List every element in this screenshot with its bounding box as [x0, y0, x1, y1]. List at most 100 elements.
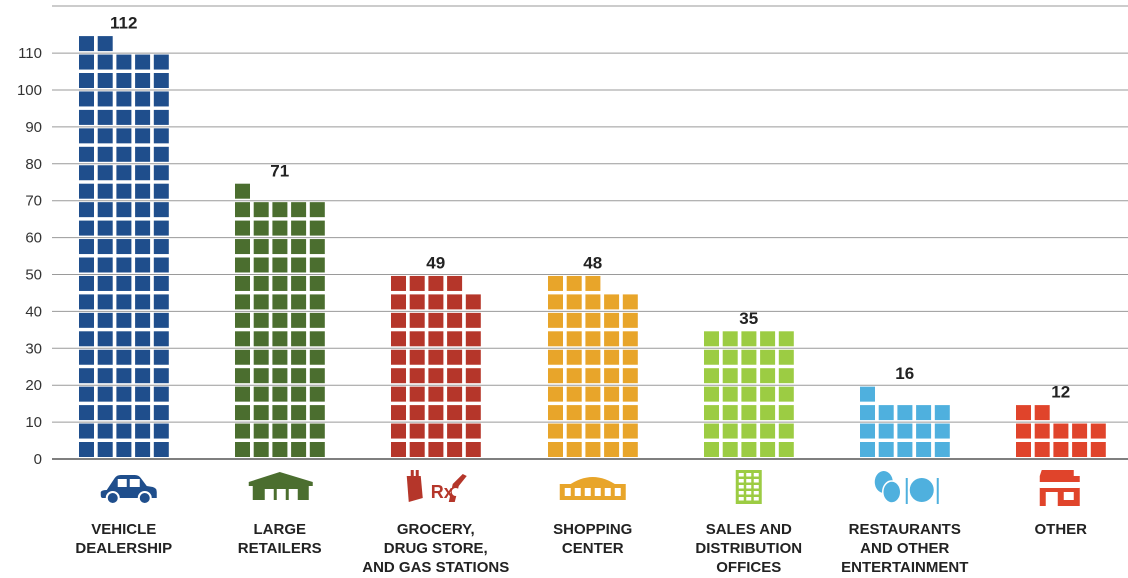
unit-square — [79, 220, 94, 236]
unit-square — [585, 312, 601, 328]
unit-square — [153, 312, 169, 328]
category-label-line: OFFICES — [716, 559, 781, 576]
unit-square — [153, 275, 169, 291]
unit-square — [272, 202, 288, 218]
unit-square — [722, 423, 738, 439]
unit-square — [79, 368, 94, 384]
unit-square — [79, 91, 94, 107]
unit-square — [235, 275, 250, 291]
unit-square — [428, 442, 444, 457]
unit-square — [409, 331, 425, 347]
unit-square — [97, 73, 113, 88]
unit-square — [291, 275, 307, 291]
bar-2: 49 GROCERY, DRUG STORE, AND GAS STATIONS Rx — [362, 254, 509, 577]
unit-square — [722, 368, 738, 384]
unit-square — [391, 294, 406, 310]
unit-square — [878, 423, 894, 439]
unit-square — [391, 386, 406, 402]
unit-square — [622, 294, 638, 310]
bar-value-label: 71 — [270, 161, 289, 180]
bar-0: 112 VEHICLE DEALERSHIP — [75, 14, 172, 557]
unit-square — [153, 423, 169, 439]
unit-square — [622, 349, 638, 365]
unit-square — [465, 312, 481, 328]
unit-square — [97, 36, 113, 52]
unit-square — [548, 312, 563, 328]
unit-square — [1053, 442, 1069, 457]
unit-square — [566, 442, 582, 457]
unit-square — [622, 312, 638, 328]
category-label-line: DRUG STORE, — [384, 540, 488, 557]
unit-square — [79, 331, 94, 347]
unit-square — [391, 312, 406, 328]
y-tick-label: 90 — [25, 119, 42, 136]
unit-square — [722, 442, 738, 457]
unit-square — [135, 257, 151, 273]
storefront-icon — [1037, 470, 1082, 506]
unit-square — [309, 331, 325, 347]
unit-square — [566, 312, 582, 328]
unit-square — [116, 423, 132, 439]
unit-square — [604, 423, 620, 439]
unit-square — [291, 312, 307, 328]
unit-square — [116, 202, 132, 218]
unit-square — [79, 349, 94, 365]
bar-value-label: 12 — [1051, 383, 1070, 402]
unit-square — [409, 405, 425, 421]
unit-square — [79, 405, 94, 421]
unit-square — [235, 442, 250, 457]
unit-square — [1090, 423, 1106, 439]
unit-square — [309, 220, 325, 236]
bar-value-label: 16 — [895, 364, 914, 383]
unit-square — [548, 331, 563, 347]
unit-square — [585, 275, 601, 291]
unit-square — [97, 54, 113, 70]
unit-square — [428, 312, 444, 328]
unit-square — [622, 442, 638, 457]
unit-square — [153, 165, 169, 181]
unit-square — [604, 442, 620, 457]
unit-square — [116, 128, 132, 144]
svg-text:Rx: Rx — [431, 482, 454, 502]
unit-square — [1034, 442, 1050, 457]
unit-square — [741, 349, 757, 365]
unit-square — [135, 405, 151, 421]
unit-square — [566, 386, 582, 402]
category-label-line: GROCERY, — [397, 521, 475, 538]
unit-square — [1072, 442, 1088, 457]
unit-square — [116, 368, 132, 384]
unit-square — [878, 442, 894, 457]
unit-square — [97, 128, 113, 144]
unit-square — [235, 220, 250, 236]
unit-square — [291, 239, 307, 255]
unit-square — [741, 331, 757, 347]
unit-square — [778, 349, 794, 365]
unit-square — [135, 183, 151, 199]
unit-square — [79, 442, 94, 457]
unit-square — [1016, 405, 1031, 421]
unit-square — [272, 423, 288, 439]
unit-square — [79, 386, 94, 402]
unit-square — [291, 442, 307, 457]
unit-square — [253, 423, 269, 439]
unit-square — [760, 349, 776, 365]
unit-square — [428, 275, 444, 291]
unit-square — [465, 331, 481, 347]
unit-square — [447, 386, 463, 402]
unit-square — [778, 405, 794, 421]
unit-square — [447, 405, 463, 421]
unit-square — [760, 423, 776, 439]
category-label-line: SHOPPING — [553, 521, 632, 538]
unit-square — [897, 405, 913, 421]
bar-3: 48 SHOPPING CENTER — [548, 254, 638, 557]
unit-square — [272, 349, 288, 365]
unit-square — [916, 442, 932, 457]
y-tick-label: 20 — [25, 377, 42, 394]
unit-square — [153, 294, 169, 310]
unit-square — [409, 423, 425, 439]
unit-square — [235, 423, 250, 439]
unit-square — [79, 109, 94, 125]
unit-square — [116, 239, 132, 255]
unit-square — [135, 331, 151, 347]
unit-square — [309, 368, 325, 384]
